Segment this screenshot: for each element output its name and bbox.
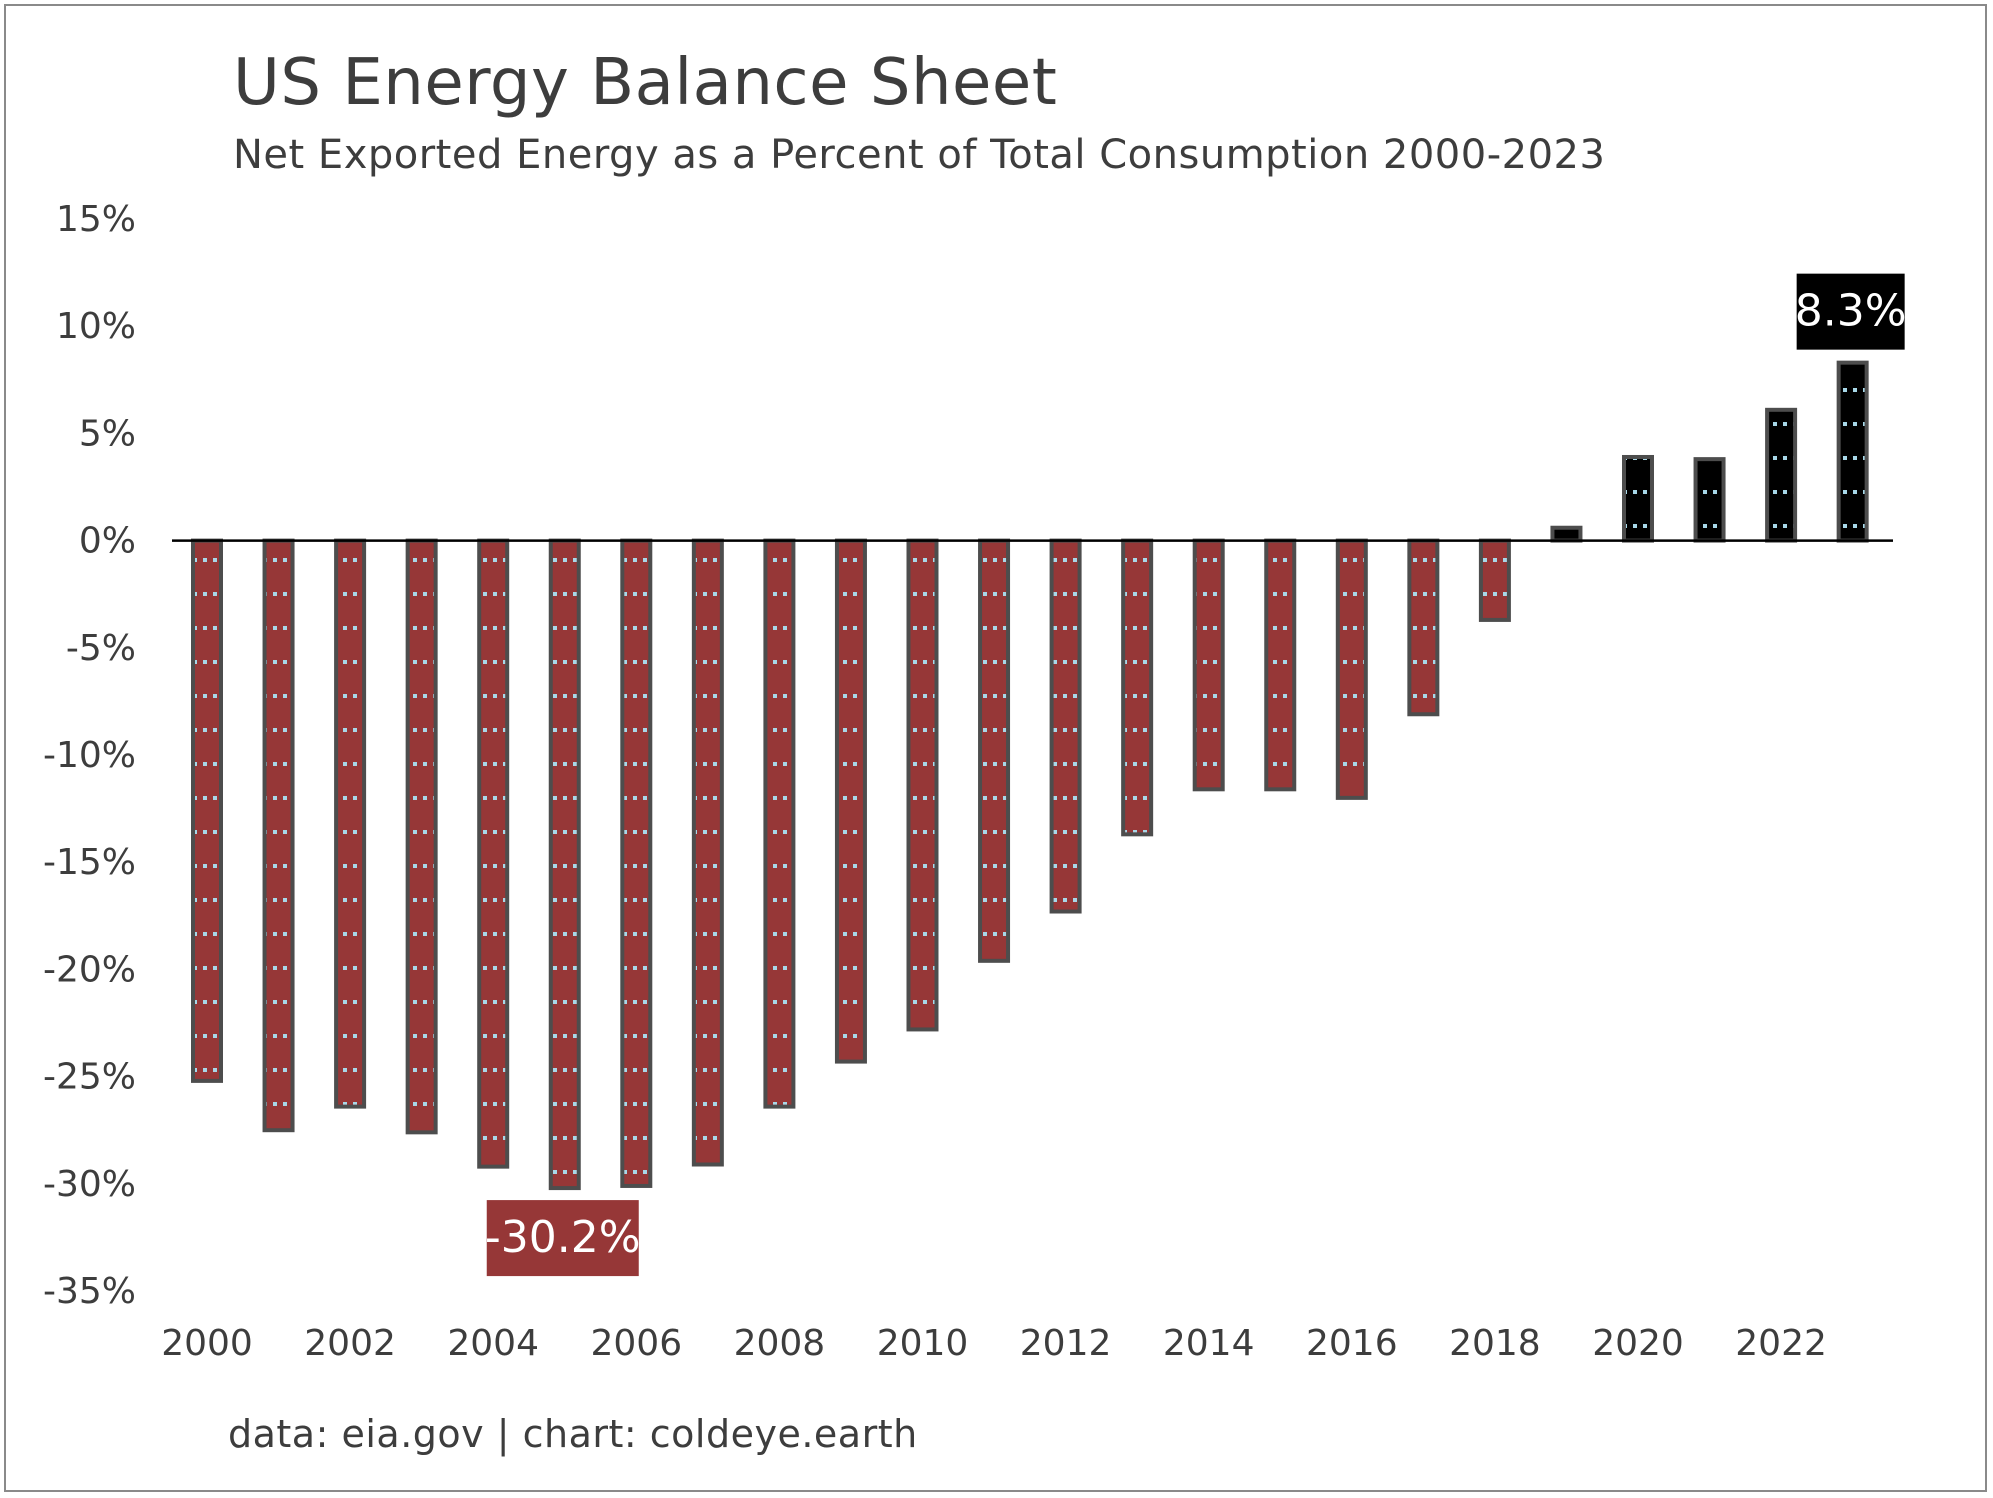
data-label-box <box>1796 273 1905 350</box>
bar-dot-pattern <box>1053 542 1078 910</box>
y-tick-label: 10% <box>56 306 136 347</box>
bar-dot-pattern <box>1196 542 1221 788</box>
x-tick-label: 2014 <box>1163 1323 1255 1364</box>
x-tick-label: 2006 <box>590 1323 682 1364</box>
bar-dot-pattern <box>624 542 649 1184</box>
bar <box>1049 538 1082 914</box>
bar <box>834 538 867 1064</box>
bar-dot-pattern <box>910 542 935 1028</box>
bar-dot-pattern <box>1339 542 1364 796</box>
chart-source: data: eia.gov | chart: coldeye.earth <box>228 1412 918 1456</box>
bar-dot-pattern <box>1268 542 1293 788</box>
bar <box>405 538 438 1135</box>
bar-dot-pattern <box>1125 542 1150 833</box>
bar-dot-pattern <box>552 542 577 1187</box>
bar-dot-pattern <box>195 542 219 1079</box>
bar-dot-pattern <box>266 542 291 1129</box>
y-tick-label: -5% <box>66 628 136 669</box>
bar-dot-pattern <box>409 542 434 1131</box>
y-axis: 15% 10% 5% 0% -5% -10% -15% -20% -25% -30% -35% <box>43 199 136 1312</box>
bar-dot-pattern <box>1482 542 1507 618</box>
bar-dot-pattern <box>838 542 863 1060</box>
bar-dot-pattern <box>481 542 506 1165</box>
bar <box>262 538 295 1133</box>
x-tick-label: 2008 <box>734 1323 826 1364</box>
data-label: -30.2% <box>485 1200 641 1277</box>
y-tick-label: -15% <box>43 842 136 883</box>
bar <box>978 538 1011 963</box>
bar <box>620 538 653 1188</box>
y-tick-label: -30% <box>43 1164 136 1205</box>
x-tick-label: 2022 <box>1735 1323 1827 1364</box>
data-label-text: -30.2% <box>485 1212 641 1263</box>
bar <box>906 538 939 1032</box>
bar-dot-pattern <box>1554 529 1579 539</box>
bar <box>548 538 581 1191</box>
chart-subtitle: Net Exported Energy as a Percent of Tota… <box>233 132 1606 178</box>
x-tick-label: 2010 <box>877 1323 969 1364</box>
data-label-text: 8.3% <box>1795 286 1907 337</box>
data-label: 8.3% <box>1795 273 1907 350</box>
y-tick-label: -10% <box>43 735 136 776</box>
bar-dot-pattern <box>1697 461 1722 539</box>
bar-dot-pattern <box>1411 542 1436 713</box>
bar <box>1121 538 1154 837</box>
bar <box>1407 538 1440 717</box>
bar <box>1693 457 1726 543</box>
bar-dot-pattern <box>1769 411 1794 539</box>
y-tick-label: -20% <box>43 949 136 990</box>
bar-dot-pattern <box>338 542 363 1105</box>
x-tick-label: 2002 <box>304 1323 396 1364</box>
y-tick-label: -35% <box>43 1271 136 1312</box>
bar <box>334 538 367 1109</box>
bar <box>1192 538 1225 792</box>
bar <box>1550 525 1583 543</box>
bar-dot-pattern <box>1626 458 1650 539</box>
y-tick-label: 0% <box>79 521 136 562</box>
bar <box>691 538 724 1167</box>
x-tick-label: 2000 <box>161 1323 253 1364</box>
data-label-box <box>486 1200 639 1277</box>
bar <box>1765 407 1798 543</box>
chart-frame <box>4 4 1987 1492</box>
bar <box>477 538 510 1169</box>
bar-dot-pattern <box>695 542 720 1163</box>
x-tick-label: 2012 <box>1020 1323 1112 1364</box>
x-axis: 2000 2002 2004 2006 2008 2010 2012 2014 2016 2018… <box>161 1323 1827 1364</box>
bar-dot-pattern <box>1840 364 1865 539</box>
bar <box>1335 538 1368 800</box>
y-tick-label: 15% <box>56 199 136 240</box>
bar <box>191 538 223 1083</box>
x-tick-label: 2016 <box>1306 1323 1398 1364</box>
annotations: -30.2% 8.3% <box>485 273 1907 1277</box>
bar <box>1836 360 1869 543</box>
x-tick-label: 2018 <box>1449 1323 1541 1364</box>
x-tick-label: 2004 <box>447 1323 539 1364</box>
bar-dot-pattern <box>982 542 1007 959</box>
x-tick-label: 2020 <box>1592 1323 1684 1364</box>
bar <box>1622 454 1654 543</box>
bar-dot-pattern <box>767 542 792 1105</box>
y-tick-label: 5% <box>79 413 136 454</box>
y-tick-label: -25% <box>43 1057 136 1098</box>
bar <box>1264 538 1297 792</box>
bar <box>1478 538 1511 622</box>
bars <box>191 360 1869 1191</box>
chart-title: US Energy Balance Sheet <box>233 46 1058 120</box>
bar <box>763 538 796 1109</box>
